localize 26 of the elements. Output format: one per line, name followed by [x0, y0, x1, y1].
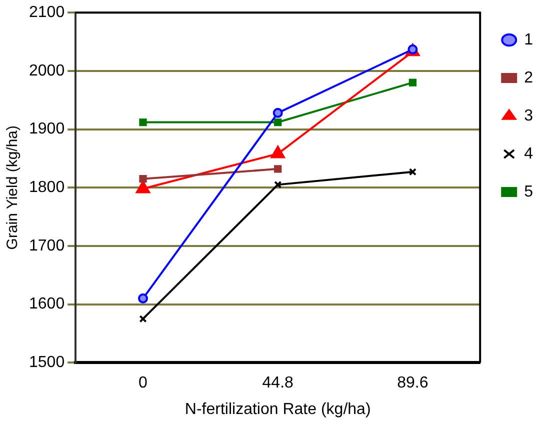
point — [274, 180, 282, 189]
y-tick-label: 1800 — [29, 179, 65, 196]
x-tick-label: 0 — [138, 374, 148, 392]
x-tick-label: 89.6 — [397, 374, 428, 392]
x-tick-label: 44.8 — [262, 374, 294, 392]
y-axis-title: Grain Yield (kg/ha) — [4, 125, 22, 250]
y-tick-label: 2100 — [29, 4, 65, 22]
point — [408, 168, 417, 176]
y-tick-label: 1600 — [29, 296, 65, 313]
y-tick-label: 2000 — [29, 62, 65, 80]
point — [139, 118, 147, 126]
point — [139, 175, 147, 183]
legend-label: 1 — [524, 31, 534, 48]
point — [408, 78, 417, 86]
legend-label: 5 — [524, 183, 534, 200]
point — [274, 165, 282, 173]
point — [272, 108, 283, 118]
legend-label: 2 — [524, 69, 534, 86]
point — [274, 118, 282, 126]
y-tick-label: 1500 — [29, 354, 65, 372]
y-tick-label: 1700 — [29, 237, 65, 254]
legend-label: 4 — [524, 145, 534, 162]
legend-label: 3 — [524, 107, 534, 124]
point — [138, 293, 148, 304]
y-tick-label: 1900 — [29, 120, 65, 138]
x-axis-title: N-fertilization Rate (kg/ha) — [184, 400, 371, 418]
